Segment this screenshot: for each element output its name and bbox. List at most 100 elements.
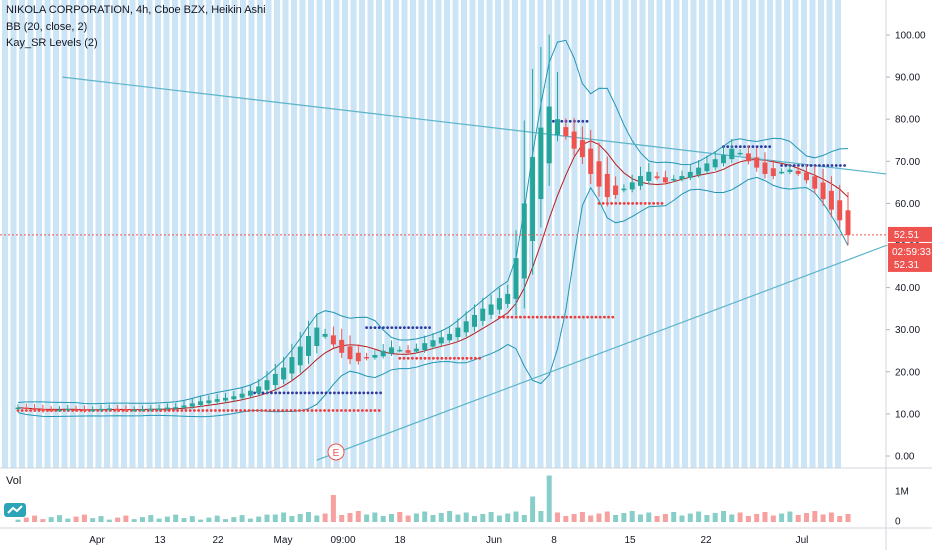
volume-bar xyxy=(322,513,328,522)
session-stripe xyxy=(265,0,272,468)
sr-dot xyxy=(428,326,431,329)
sr-dot xyxy=(188,409,192,412)
sr-dot xyxy=(586,315,589,319)
price-axis-label: 10.00 xyxy=(895,409,920,420)
session-stripe xyxy=(690,0,697,468)
earnings-event-marker[interactable]: E xyxy=(327,443,345,461)
sr-dot xyxy=(243,409,247,412)
volume-bar xyxy=(745,516,751,522)
candle-body xyxy=(73,409,79,411)
volume-bar xyxy=(397,512,403,522)
sr-dot xyxy=(465,356,469,360)
sr-dot xyxy=(755,145,759,149)
sr-dot xyxy=(743,145,746,149)
sr-dot xyxy=(46,409,49,412)
sr-dot xyxy=(312,391,315,395)
session-stripe xyxy=(172,0,178,468)
candle-body xyxy=(538,127,544,200)
candle-body xyxy=(131,409,137,412)
sr-dot xyxy=(180,409,184,412)
sr-dot xyxy=(348,409,352,412)
sr-dot xyxy=(531,315,535,319)
candle-body xyxy=(654,176,660,179)
tradingview-logo-icon[interactable] xyxy=(4,503,26,522)
bb-lower-band xyxy=(17,176,849,418)
sr-dot xyxy=(635,202,639,205)
volume-bar xyxy=(629,511,635,522)
sr-dot xyxy=(552,315,556,319)
candle-body xyxy=(98,408,104,411)
sr-dot xyxy=(792,164,796,167)
volume-bar xyxy=(81,514,87,522)
session-stripe xyxy=(741,0,748,468)
session-stripe xyxy=(826,0,833,468)
volume-bar xyxy=(521,515,527,522)
candle-body xyxy=(671,178,677,181)
candle-body xyxy=(297,346,303,366)
volume-bar xyxy=(131,519,137,522)
sr-dot xyxy=(610,202,613,205)
sr-dot xyxy=(253,391,256,395)
candle-body xyxy=(662,177,668,183)
sr-dot xyxy=(423,356,427,360)
time-axis-label: 22 xyxy=(700,535,712,546)
volume-bar xyxy=(181,518,187,522)
session-stripe xyxy=(87,0,93,468)
sr-dot xyxy=(722,145,725,149)
volume-bar xyxy=(173,514,179,522)
candle-body xyxy=(430,340,436,347)
session-stripe xyxy=(231,0,238,468)
volume-pane-label[interactable]: Vol xyxy=(6,475,22,487)
event-circle[interactable] xyxy=(327,443,345,461)
session-stripe xyxy=(2,0,8,468)
volume-bar xyxy=(455,514,461,522)
candle-body xyxy=(804,172,809,181)
candle-body xyxy=(787,169,793,172)
candle-body xyxy=(198,401,204,405)
session-stripe xyxy=(699,0,705,468)
session-stripe xyxy=(19,0,25,468)
sr-dot xyxy=(218,409,222,412)
sr-dot xyxy=(603,315,606,319)
sr-dot xyxy=(358,391,361,395)
sr-dot xyxy=(281,409,284,412)
candle-body xyxy=(704,163,710,172)
volume-bar xyxy=(389,514,394,522)
sr-dot xyxy=(354,391,357,395)
sr-dot xyxy=(419,356,423,360)
sr-dot xyxy=(544,315,547,319)
candle-body xyxy=(181,405,187,408)
trendline-lower xyxy=(316,244,887,461)
sr-dot xyxy=(205,409,209,412)
indicator-bb-label[interactable]: BB (20, close, 2) xyxy=(6,21,88,33)
session-stripe xyxy=(342,0,348,468)
session-stripe xyxy=(129,0,136,468)
indicator-sr-label[interactable]: Kay_SR Levels (2) xyxy=(6,37,98,49)
candle-body xyxy=(563,127,569,137)
session-stripe xyxy=(461,0,467,468)
candle-body xyxy=(239,393,245,398)
session-stripe xyxy=(563,0,569,468)
sr-dot xyxy=(478,356,481,360)
volume-bar xyxy=(339,515,345,522)
prev-price-tag: 52.31 xyxy=(894,260,919,271)
volume-bar xyxy=(297,514,303,522)
session-stripe xyxy=(53,0,59,468)
session-stripe xyxy=(180,0,187,468)
candle-body xyxy=(646,171,652,181)
volume-bar xyxy=(579,512,585,522)
sr-dot xyxy=(394,326,398,329)
volume-bar xyxy=(164,516,170,522)
chart-title[interactable]: NIKOLA CORPORATION, 4h, Cboe BZX, Heikin… xyxy=(6,4,266,16)
volume-bar xyxy=(15,519,21,522)
sr-dot xyxy=(415,356,418,360)
sr-dot xyxy=(614,202,618,205)
sr-dot xyxy=(843,164,846,167)
volume-bar xyxy=(330,495,336,522)
session-stripe xyxy=(588,0,595,468)
sr-dot xyxy=(809,164,813,167)
candle-body xyxy=(372,354,378,358)
volume-bar xyxy=(32,515,38,522)
